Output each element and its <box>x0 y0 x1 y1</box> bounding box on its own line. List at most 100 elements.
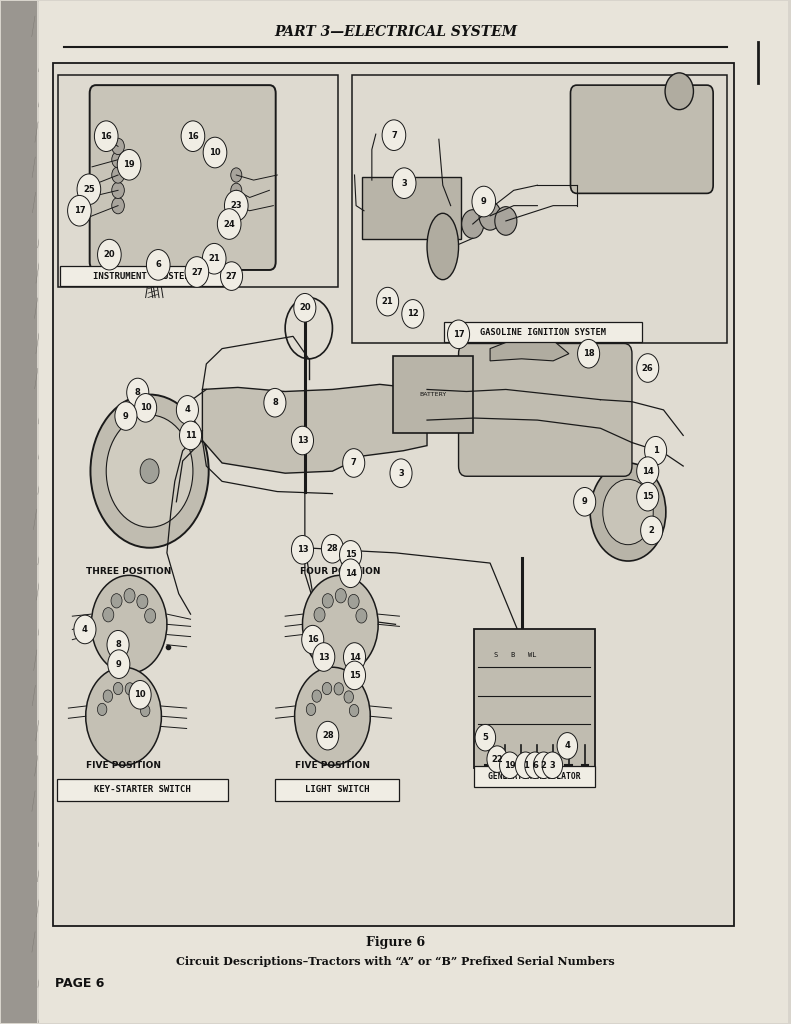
Text: 9: 9 <box>116 659 122 669</box>
Circle shape <box>180 421 202 450</box>
FancyBboxPatch shape <box>444 323 642 342</box>
Text: 12: 12 <box>407 309 418 318</box>
Circle shape <box>90 394 209 548</box>
Text: INSTRUMENT CLUSTER: INSTRUMENT CLUSTER <box>93 271 190 281</box>
Circle shape <box>127 378 149 407</box>
Circle shape <box>218 209 241 240</box>
Circle shape <box>124 589 135 603</box>
Text: FIVE POSITION: FIVE POSITION <box>86 761 161 770</box>
Text: 13: 13 <box>318 652 330 662</box>
Circle shape <box>97 703 107 716</box>
Circle shape <box>557 732 577 759</box>
Text: 24: 24 <box>223 219 235 228</box>
Text: LIGHT SWITCH: LIGHT SWITCH <box>305 785 369 795</box>
Text: 13: 13 <box>297 546 308 554</box>
Circle shape <box>302 575 378 674</box>
Text: 8: 8 <box>272 398 278 408</box>
Text: 25: 25 <box>83 184 95 194</box>
Text: 4: 4 <box>82 625 88 634</box>
Circle shape <box>390 459 412 487</box>
Circle shape <box>106 415 193 527</box>
Circle shape <box>185 257 209 288</box>
Text: 20: 20 <box>299 303 311 312</box>
Text: 7: 7 <box>391 131 397 139</box>
Circle shape <box>402 300 424 328</box>
Circle shape <box>350 705 359 717</box>
Circle shape <box>91 575 167 674</box>
Text: 10: 10 <box>209 148 221 157</box>
Text: 3: 3 <box>398 469 404 477</box>
Circle shape <box>343 662 365 690</box>
Text: S   B   WL: S B WL <box>494 652 536 658</box>
Text: 2: 2 <box>649 526 655 535</box>
Circle shape <box>312 690 321 702</box>
Circle shape <box>181 121 205 152</box>
Text: 16: 16 <box>307 635 319 644</box>
FancyBboxPatch shape <box>570 85 713 194</box>
Text: 20: 20 <box>104 250 115 259</box>
Circle shape <box>603 479 653 545</box>
Circle shape <box>291 536 313 564</box>
Circle shape <box>137 594 148 608</box>
Text: 2: 2 <box>541 761 547 770</box>
Text: 19: 19 <box>504 761 516 770</box>
Text: 10: 10 <box>134 690 146 699</box>
Circle shape <box>500 752 520 778</box>
Circle shape <box>344 691 354 703</box>
Circle shape <box>74 615 96 644</box>
Circle shape <box>339 541 361 569</box>
Text: 3: 3 <box>550 761 555 770</box>
Circle shape <box>382 120 406 151</box>
Circle shape <box>231 199 242 213</box>
Circle shape <box>637 457 659 485</box>
Text: KEY-STARTER SWITCH: KEY-STARTER SWITCH <box>94 785 191 795</box>
Text: 6: 6 <box>155 260 161 269</box>
Circle shape <box>343 643 365 672</box>
Text: 16: 16 <box>187 132 199 140</box>
FancyBboxPatch shape <box>361 177 461 240</box>
Circle shape <box>377 288 399 316</box>
Circle shape <box>231 168 242 182</box>
Circle shape <box>202 244 226 274</box>
Text: GASOLINE IGNITION SYSTEM: GASOLINE IGNITION SYSTEM <box>480 328 606 337</box>
Circle shape <box>125 683 134 695</box>
Polygon shape <box>490 336 569 360</box>
Circle shape <box>111 594 122 608</box>
Circle shape <box>475 724 496 751</box>
Circle shape <box>462 210 484 239</box>
Ellipse shape <box>427 213 459 280</box>
Circle shape <box>225 190 248 221</box>
Text: 11: 11 <box>184 431 196 440</box>
Polygon shape <box>202 384 427 473</box>
Circle shape <box>129 681 151 709</box>
Text: 28: 28 <box>327 545 339 553</box>
Circle shape <box>291 426 313 455</box>
Text: 14: 14 <box>642 467 653 476</box>
Circle shape <box>67 196 91 226</box>
Text: 16: 16 <box>100 132 112 140</box>
Circle shape <box>176 395 199 424</box>
Text: FOUR POSITION: FOUR POSITION <box>300 566 380 575</box>
FancyBboxPatch shape <box>59 266 223 287</box>
Text: 9: 9 <box>582 498 588 506</box>
Text: 7: 7 <box>351 459 357 468</box>
Circle shape <box>145 608 156 623</box>
Text: 8: 8 <box>135 388 141 397</box>
Text: 22: 22 <box>491 755 503 764</box>
Circle shape <box>472 186 496 217</box>
Text: 23: 23 <box>230 201 242 210</box>
Circle shape <box>314 607 325 622</box>
Bar <box>2 1 37 1023</box>
Circle shape <box>312 643 335 672</box>
Text: 9: 9 <box>481 197 486 206</box>
Circle shape <box>645 436 667 465</box>
FancyBboxPatch shape <box>459 343 632 476</box>
Circle shape <box>533 752 554 778</box>
FancyBboxPatch shape <box>89 85 276 270</box>
Text: Circuit Descriptions–Tractors with “A” or “B” Prefixed Serial Numbers: Circuit Descriptions–Tractors with “A” o… <box>176 955 615 967</box>
Circle shape <box>335 589 346 603</box>
Text: 1: 1 <box>653 446 659 456</box>
FancyBboxPatch shape <box>352 75 727 343</box>
Text: 5: 5 <box>483 733 488 742</box>
Circle shape <box>203 137 227 168</box>
